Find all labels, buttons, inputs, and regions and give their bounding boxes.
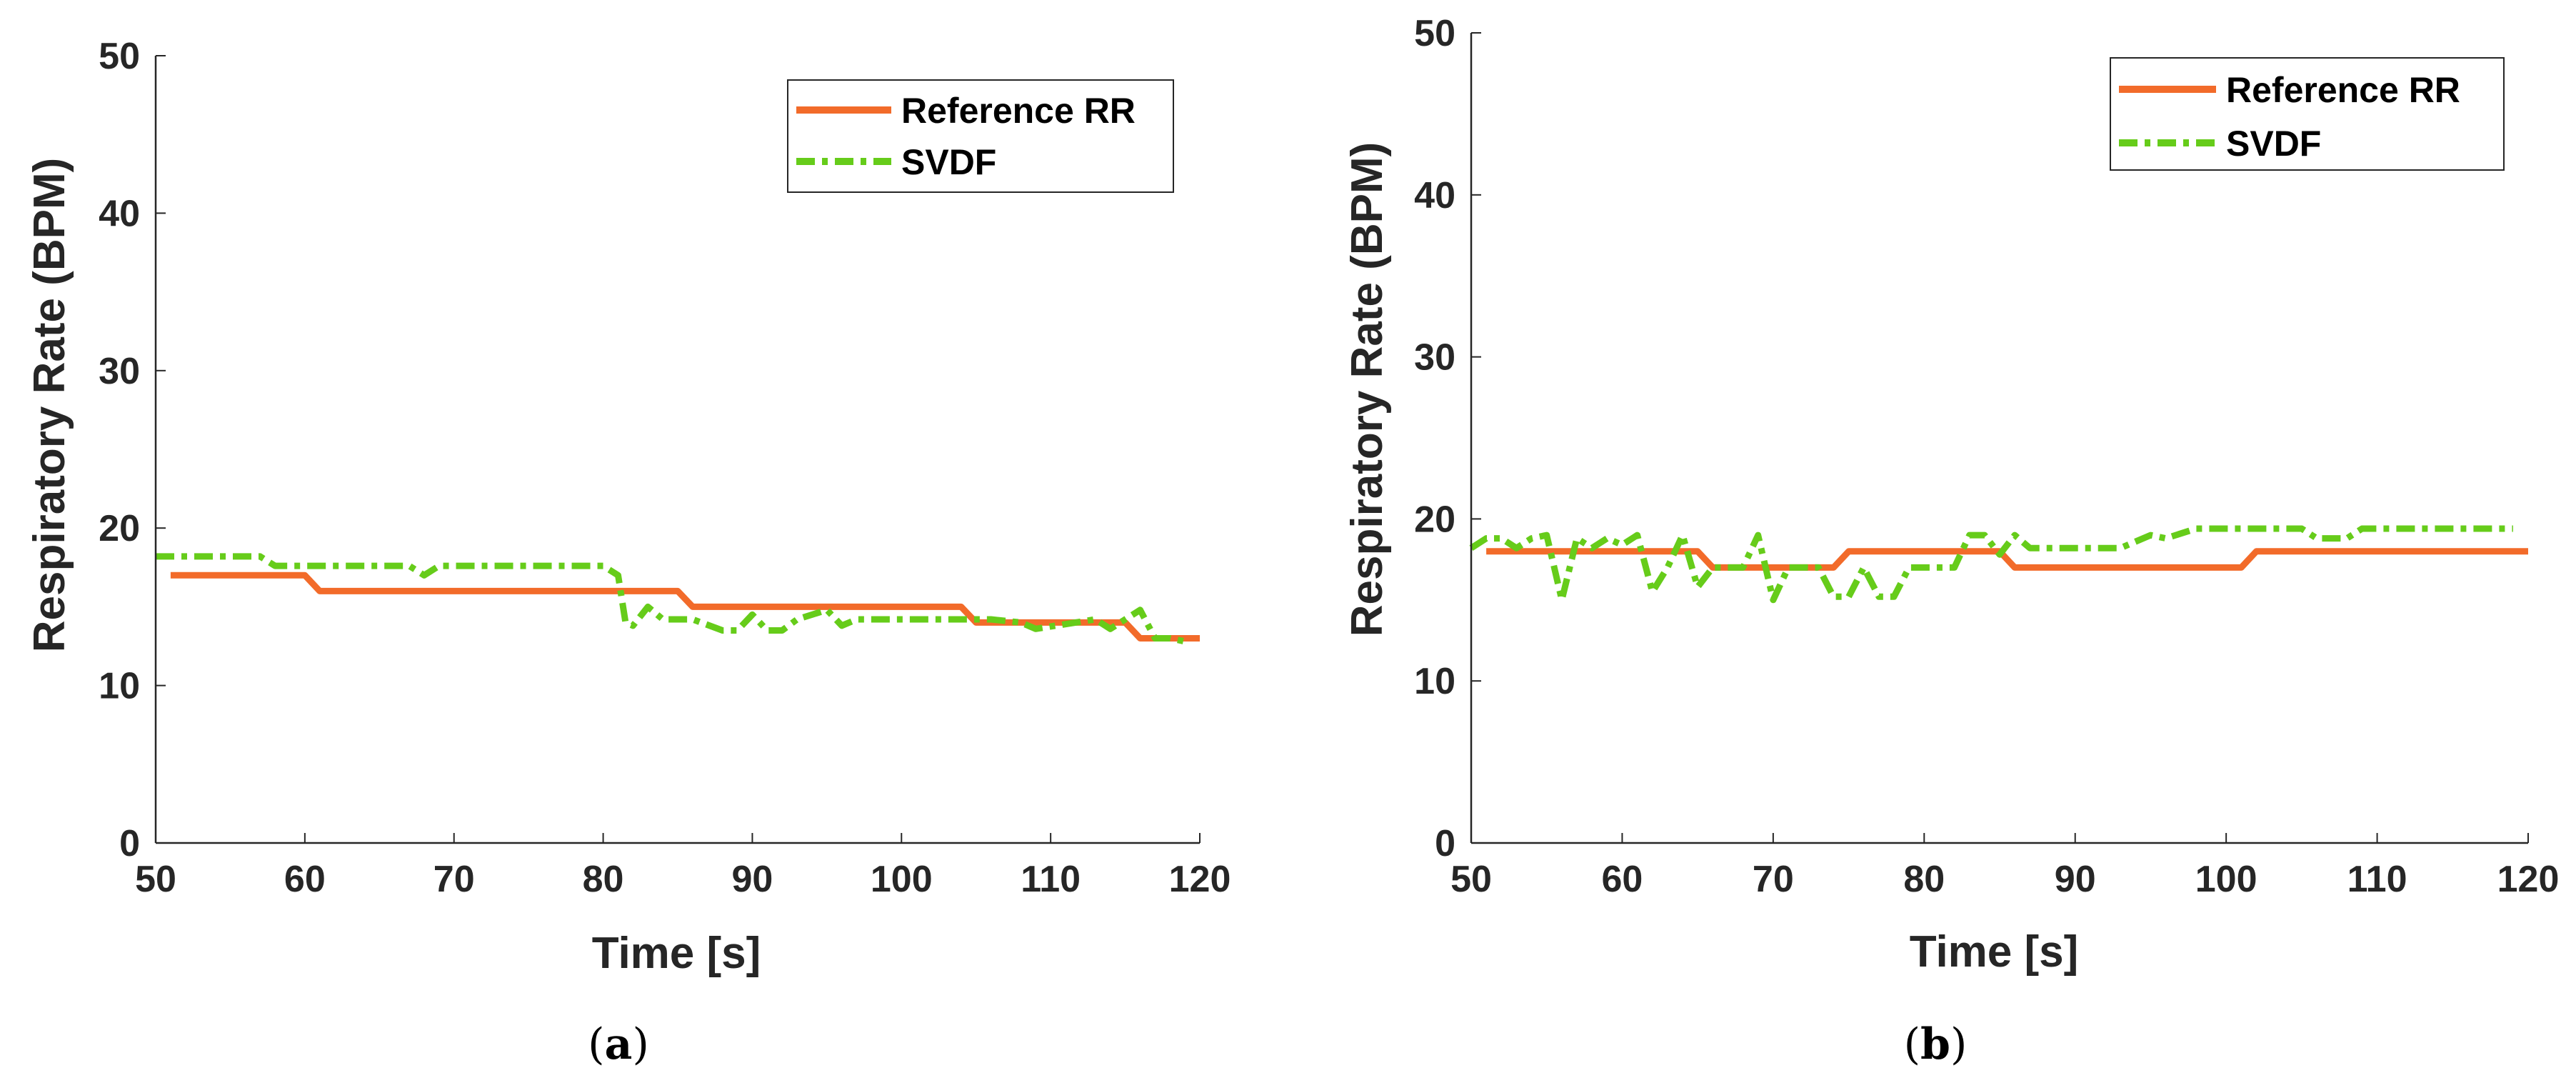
x-tick-label: 80 (583, 859, 624, 900)
x-tick-label: 110 (1021, 859, 1081, 900)
x-tick-label: 110 (2347, 859, 2407, 900)
y-tick-label: 10 (99, 666, 140, 707)
y-tick-label: 0 (1435, 823, 1455, 864)
series-line-reference-rr (1486, 548, 2528, 571)
y-tick-label: 20 (1414, 499, 1455, 540)
x-tick-label: 100 (2195, 859, 2257, 900)
legend-label-svdf: SVDF (901, 142, 996, 182)
caption-a: (a) (588, 1019, 649, 1069)
x-axis-label: Time [s] (1910, 927, 2079, 977)
legend-label-svdf: SVDF (2226, 124, 2321, 164)
series-line-svdf (156, 553, 1186, 645)
chart-panel-b: Respiratory Rate (BPM) Time [s] (b) 50 60… (1343, 13, 2559, 1069)
x-axis-label: Time [s] (592, 929, 761, 978)
x-tick-label: 80 (1903, 859, 1945, 900)
x-tick-label: 70 (433, 859, 475, 900)
caption-b: (b) (1904, 1019, 1968, 1069)
y-tick-label: 50 (99, 36, 140, 77)
x-tick-label: 70 (1753, 859, 1794, 900)
y-tick-label: 50 (1414, 13, 1455, 54)
x-tick-label: 90 (2055, 859, 2096, 900)
legend: Reference RR SVDF (2110, 57, 2505, 171)
x-tick-label: 60 (1602, 859, 1643, 900)
chart-panel-a: Respiratory Rate (BPM) Time [s] (a) 50 60… (25, 36, 1231, 1069)
series-line-svdf (1469, 525, 2513, 604)
y-tick-label: 10 (1414, 661, 1455, 702)
legend-box (2110, 57, 2505, 171)
legend-label-reference: Reference RR (901, 91, 1136, 131)
series (156, 553, 1200, 645)
ticks: 50 60 70 80 90 100 110 120 0 10 20 30 40 50 (99, 36, 1231, 900)
y-tick-label: 40 (1414, 175, 1455, 216)
legend-box (787, 79, 1174, 193)
x-tick-label: 90 (732, 859, 773, 900)
y-tick-label: 30 (99, 351, 140, 392)
y-tick-label: 0 (119, 823, 140, 864)
y-tick-label: 20 (99, 508, 140, 549)
x-tick-label: 60 (284, 859, 326, 900)
x-tick-label: 120 (1169, 859, 1231, 900)
x-tick-label: 50 (1450, 859, 1492, 900)
y-tick-label: 30 (1414, 337, 1455, 379)
legend-label-reference: Reference RR (2226, 70, 2460, 110)
ticks: 50 60 70 80 90 100 110 120 0 10 20 30 40 50 (1414, 13, 2559, 900)
y-tick-label: 40 (99, 193, 140, 234)
legend: Reference RR SVDF (787, 79, 1174, 193)
x-tick-label: 100 (871, 859, 933, 900)
y-axis-label: Respiratory Rate (BPM) (25, 158, 74, 652)
y-axis-label: Respiratory Rate (BPM) (1343, 142, 1392, 637)
series (1469, 525, 2528, 604)
series-line-reference-rr (170, 572, 1200, 642)
x-tick-label: 120 (2497, 859, 2560, 900)
x-tick-label: 50 (135, 859, 176, 900)
